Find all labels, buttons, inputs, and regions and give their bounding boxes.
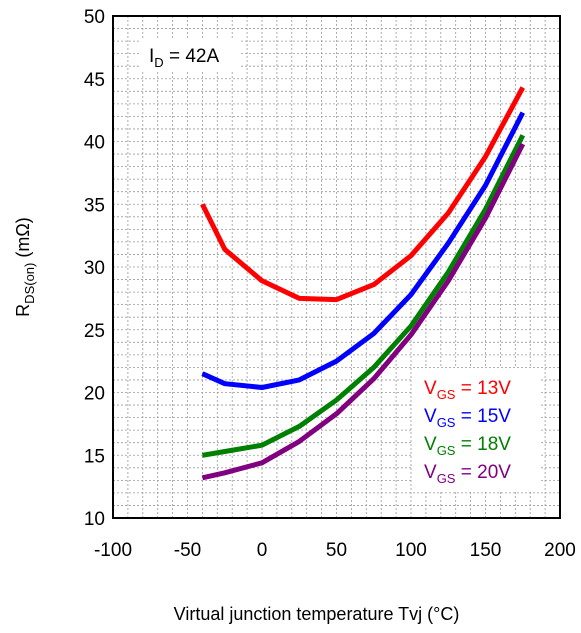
x-axis-label: Virtual junction temperature Tvj (°C)	[174, 604, 460, 624]
y-tick-label: 45	[84, 70, 105, 91]
series-line-1	[200, 86, 525, 303]
legend-entry-3: VGS = 18V	[424, 434, 511, 458]
legend-entry-rest: = 20V	[455, 462, 511, 483]
legend-entry-sub: GS	[437, 443, 456, 458]
legend-entry-main: V	[424, 378, 437, 399]
annotation-main: I	[149, 46, 154, 67]
series-line-3	[201, 134, 526, 458]
x-tick-label: 0	[257, 540, 268, 561]
legend-box	[412, 368, 540, 490]
legend-entry-main: V	[424, 462, 437, 483]
legend-entry-rest: = 18V	[455, 434, 511, 455]
series-line-4	[201, 142, 526, 481]
x-tick-label: 50	[326, 540, 347, 561]
plot-frame	[112, 15, 561, 519]
current-annotation: ID = 42A	[140, 38, 240, 72]
y-tick-label: 10	[84, 509, 105, 530]
annotation-rest: = 42A	[164, 46, 220, 67]
legend-entry-main: V	[424, 406, 437, 427]
y-tick-label: 50	[84, 7, 105, 28]
y-tick-label: 35	[84, 195, 105, 216]
y-axis-label-main: R	[13, 304, 33, 317]
y-tick-label: 15	[84, 446, 105, 467]
annotation-box	[140, 38, 240, 72]
y-tick-label: 40	[84, 133, 105, 154]
y-axis-label-rest: (mΩ)	[13, 217, 33, 262]
y-tick-label: 25	[84, 321, 105, 342]
x-tick-label: -100	[94, 540, 132, 561]
x-tick-label: 150	[470, 540, 502, 561]
y-axis-label-sub: DS(on)	[22, 263, 37, 304]
annotation-text: ID = 42A	[149, 46, 219, 70]
legend-entry-sub: GS	[437, 415, 456, 430]
series-line-2	[201, 111, 526, 390]
legend-entry-sub: GS	[437, 471, 456, 486]
legend-entry-main: V	[424, 434, 437, 455]
legend-entry-2: VGS = 15V	[424, 406, 511, 430]
legend-entry-rest: = 15V	[455, 406, 511, 427]
y-tick-label: 20	[84, 384, 105, 405]
annotation-sub: D	[154, 55, 163, 70]
x-tick-label: -50	[174, 540, 201, 561]
legend-entry-1: VGS = 13V	[424, 378, 511, 402]
legend-entry-rest: = 13V	[455, 378, 511, 399]
legend-entry-sub: GS	[437, 387, 456, 402]
y-axis-ticks: 10 15 20 25 30 35 40 45 50	[84, 7, 105, 530]
y-tick-label: 30	[84, 258, 105, 279]
x-tick-label: 100	[395, 540, 427, 561]
y-axis-label: RDS(on) (mΩ)	[13, 217, 37, 317]
series-lines	[200, 86, 526, 481]
x-tick-label: 200	[544, 540, 576, 561]
legend-entry-4: VGS = 20V	[424, 462, 511, 486]
x-axis-ticks: -100 -50 0 50 100 150 200	[94, 540, 576, 561]
